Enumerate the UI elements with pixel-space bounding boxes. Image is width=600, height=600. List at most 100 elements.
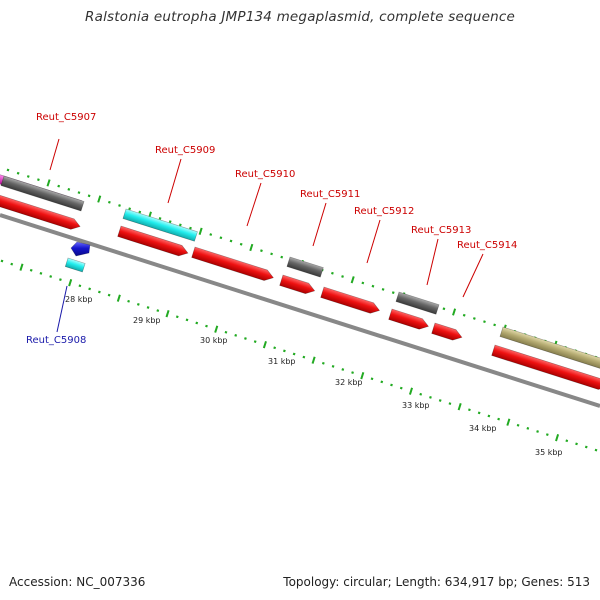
inner-tick-8 bbox=[78, 284, 82, 288]
inner-tick-0 bbox=[0, 259, 4, 263]
outer-tick-36 bbox=[371, 284, 375, 288]
red-cds-c5910[interactable] bbox=[191, 246, 275, 283]
inner-tick-24 bbox=[234, 334, 238, 337]
cyan-feature-c5909[interactable] bbox=[122, 208, 198, 242]
inner-tick-22 bbox=[214, 325, 219, 333]
inner-tick-2 bbox=[19, 263, 24, 271]
inner-tick-37 bbox=[360, 372, 365, 380]
inner-tick-40 bbox=[390, 383, 393, 387]
red-cds-c5913[interactable] bbox=[388, 308, 430, 332]
outer-tick-11 bbox=[118, 204, 121, 207]
inner-tick-58 bbox=[565, 439, 569, 443]
gray-feature-c5911[interactable] bbox=[286, 256, 324, 278]
gene-label-reut-c5913[interactable]: Reut_C5913 bbox=[411, 225, 471, 236]
outer-tick-47 bbox=[483, 320, 486, 324]
inner-tick-46 bbox=[448, 402, 452, 405]
gene-label-reut-c5910[interactable]: Reut_C5910 bbox=[235, 169, 295, 180]
outer-tick-0 bbox=[6, 168, 10, 172]
outer-tick-22 bbox=[229, 239, 233, 243]
gray-feature-c5913[interactable] bbox=[395, 291, 440, 315]
red-cds-c5909[interactable] bbox=[117, 225, 190, 258]
inner-tick-23 bbox=[224, 330, 228, 334]
inner-tick-50 bbox=[487, 414, 491, 418]
inner-tick-21 bbox=[205, 324, 208, 328]
inner-tick-51 bbox=[497, 417, 501, 421]
outer-tick-2 bbox=[26, 175, 30, 178]
leader-line-3 bbox=[312, 202, 327, 247]
inner-tick-9 bbox=[88, 287, 92, 291]
outer-tick-19 bbox=[198, 227, 203, 235]
inner-tick-32 bbox=[311, 356, 316, 364]
accession-text: Accession: NC_007336 bbox=[9, 575, 146, 589]
blue-feature-c5908[interactable] bbox=[70, 241, 91, 257]
inner-tick-11 bbox=[107, 293, 111, 297]
inner-tick-49 bbox=[477, 411, 481, 415]
outer-tick-7 bbox=[77, 191, 81, 194]
olive-feature-right[interactable] bbox=[499, 326, 600, 371]
kbp-label-30: 30 kbp bbox=[200, 336, 228, 345]
inner-tick-54 bbox=[526, 427, 530, 430]
gene-label-reut-c5908[interactable]: Reut_C5908 bbox=[26, 335, 86, 346]
leader-line-1 bbox=[167, 158, 182, 204]
inner-tick-59 bbox=[575, 442, 578, 446]
inner-tick-29 bbox=[283, 349, 286, 353]
outer-tick-18 bbox=[189, 226, 192, 230]
outer-tick-44 bbox=[452, 308, 457, 316]
outer-tick-38 bbox=[391, 291, 395, 295]
gray-feature-c5907[interactable] bbox=[0, 175, 85, 212]
kbp-label-33: 33 kbp bbox=[402, 401, 430, 410]
red-cds-c5914[interactable] bbox=[431, 322, 464, 343]
inner-tick-5 bbox=[49, 275, 53, 278]
inner-tick-52 bbox=[506, 418, 511, 426]
outer-tick-23 bbox=[239, 242, 243, 246]
inner-tick-17 bbox=[165, 310, 170, 318]
inner-tick-39 bbox=[380, 380, 384, 384]
outer-tick-10 bbox=[107, 200, 111, 204]
inner-tick-10 bbox=[97, 290, 101, 294]
outer-tick-37 bbox=[381, 288, 385, 291]
outer-tick-15 bbox=[158, 217, 162, 220]
outer-tick-12 bbox=[128, 207, 132, 211]
inner-tick-1 bbox=[10, 262, 14, 266]
summary-text: Topology: circular; Length: 634,917 bp; … bbox=[283, 575, 590, 589]
inner-tick-20 bbox=[195, 321, 199, 325]
feature-track bbox=[0, 173, 600, 392]
gene-label-reut-c5911[interactable]: Reut_C5911 bbox=[300, 189, 360, 200]
outer-tick-17 bbox=[178, 223, 182, 227]
outer-tick-13 bbox=[138, 210, 142, 214]
inner-tick-47 bbox=[457, 403, 462, 411]
outer-tick-43 bbox=[442, 307, 446, 311]
inner-tick-4 bbox=[39, 272, 43, 275]
red-cds-c5907[interactable] bbox=[0, 193, 82, 232]
inner-tick-53 bbox=[516, 423, 520, 427]
inner-tick-48 bbox=[468, 408, 471, 412]
cyan-feature-c5908[interactable] bbox=[64, 257, 86, 273]
outer-tick-3 bbox=[37, 178, 40, 182]
red-cds-c5911[interactable] bbox=[279, 274, 317, 296]
outer-tick-9 bbox=[97, 195, 102, 203]
inner-tick-45 bbox=[438, 399, 442, 402]
outer-tick-24 bbox=[249, 243, 254, 252]
gene-label-reut-c5909[interactable]: Reut_C5909 bbox=[155, 145, 215, 156]
inner-tick-16 bbox=[156, 309, 160, 312]
gene-label-reut-c5912[interactable]: Reut_C5912 bbox=[354, 206, 414, 217]
gene-label-reut-c5914[interactable]: Reut_C5914 bbox=[457, 240, 517, 251]
gene-label-reut-c5907[interactable]: Reut_C5907 bbox=[36, 112, 96, 123]
outer-tick-35 bbox=[361, 281, 365, 285]
inner-tick-26 bbox=[253, 340, 257, 343]
red-cds-c5912[interactable] bbox=[320, 286, 382, 316]
inner-tick-35 bbox=[341, 368, 345, 371]
inner-tick-56 bbox=[545, 433, 549, 436]
kbp-label-32: 32 kbp bbox=[335, 378, 363, 387]
inner-tick-61 bbox=[594, 448, 598, 452]
red-cds-right[interactable] bbox=[491, 344, 600, 392]
outer-tick-25 bbox=[260, 249, 263, 253]
inner-tick-25 bbox=[244, 337, 247, 340]
leader-line-2 bbox=[246, 182, 262, 227]
outer-tick-32 bbox=[331, 271, 334, 275]
inner-tick-13 bbox=[127, 299, 130, 303]
backbone-line bbox=[0, 213, 600, 408]
outer-tick-1 bbox=[16, 171, 20, 175]
inner-tick-28 bbox=[273, 346, 277, 350]
